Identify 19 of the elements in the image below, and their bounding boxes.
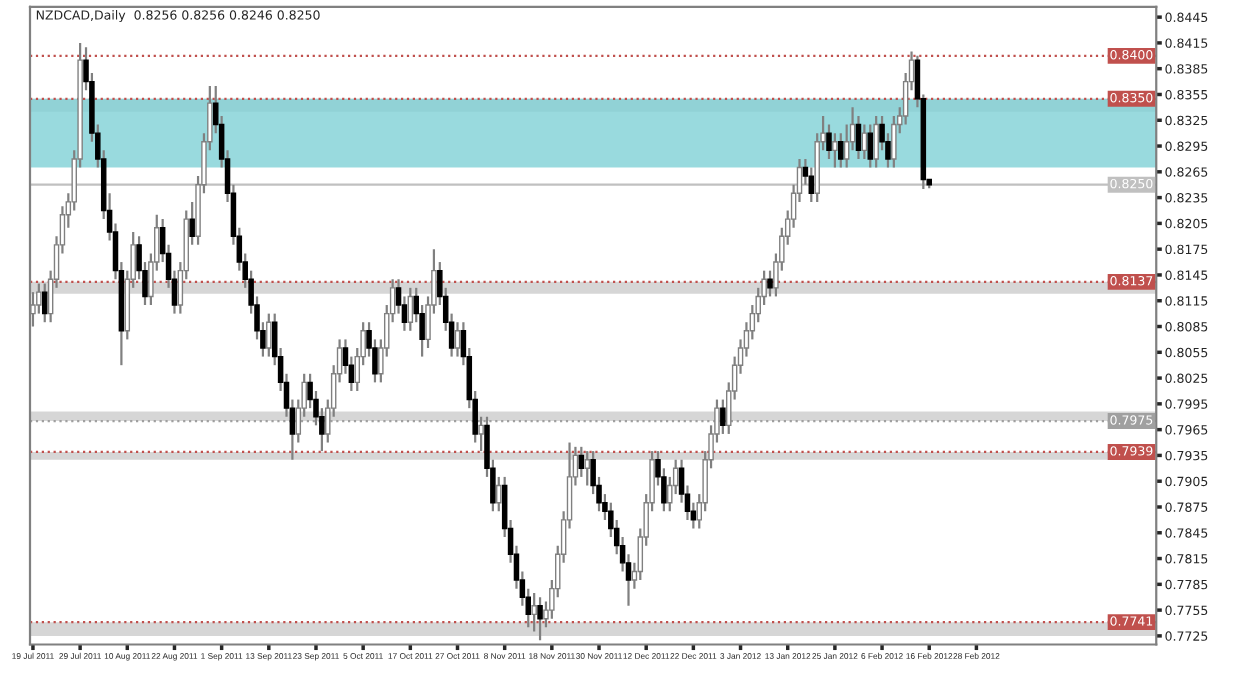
candlestick [531, 591, 537, 633]
candlestick [720, 398, 726, 436]
candlestick [407, 286, 414, 332]
candlestick [454, 321, 461, 358]
candlestick [496, 475, 502, 513]
candlestick [767, 269, 773, 298]
candlestick [578, 445, 585, 479]
candlestick [832, 132, 838, 169]
candlestick [838, 132, 844, 169]
candlestick [867, 123, 874, 169]
candlestick [584, 450, 590, 487]
candlestick [861, 123, 868, 161]
candlestick [266, 312, 272, 358]
candlestick [478, 415, 484, 453]
candlestick [41, 282, 48, 324]
candlestick [855, 114, 862, 161]
candlestick [891, 114, 897, 169]
candlestick [873, 114, 879, 169]
candlestick [826, 123, 832, 161]
